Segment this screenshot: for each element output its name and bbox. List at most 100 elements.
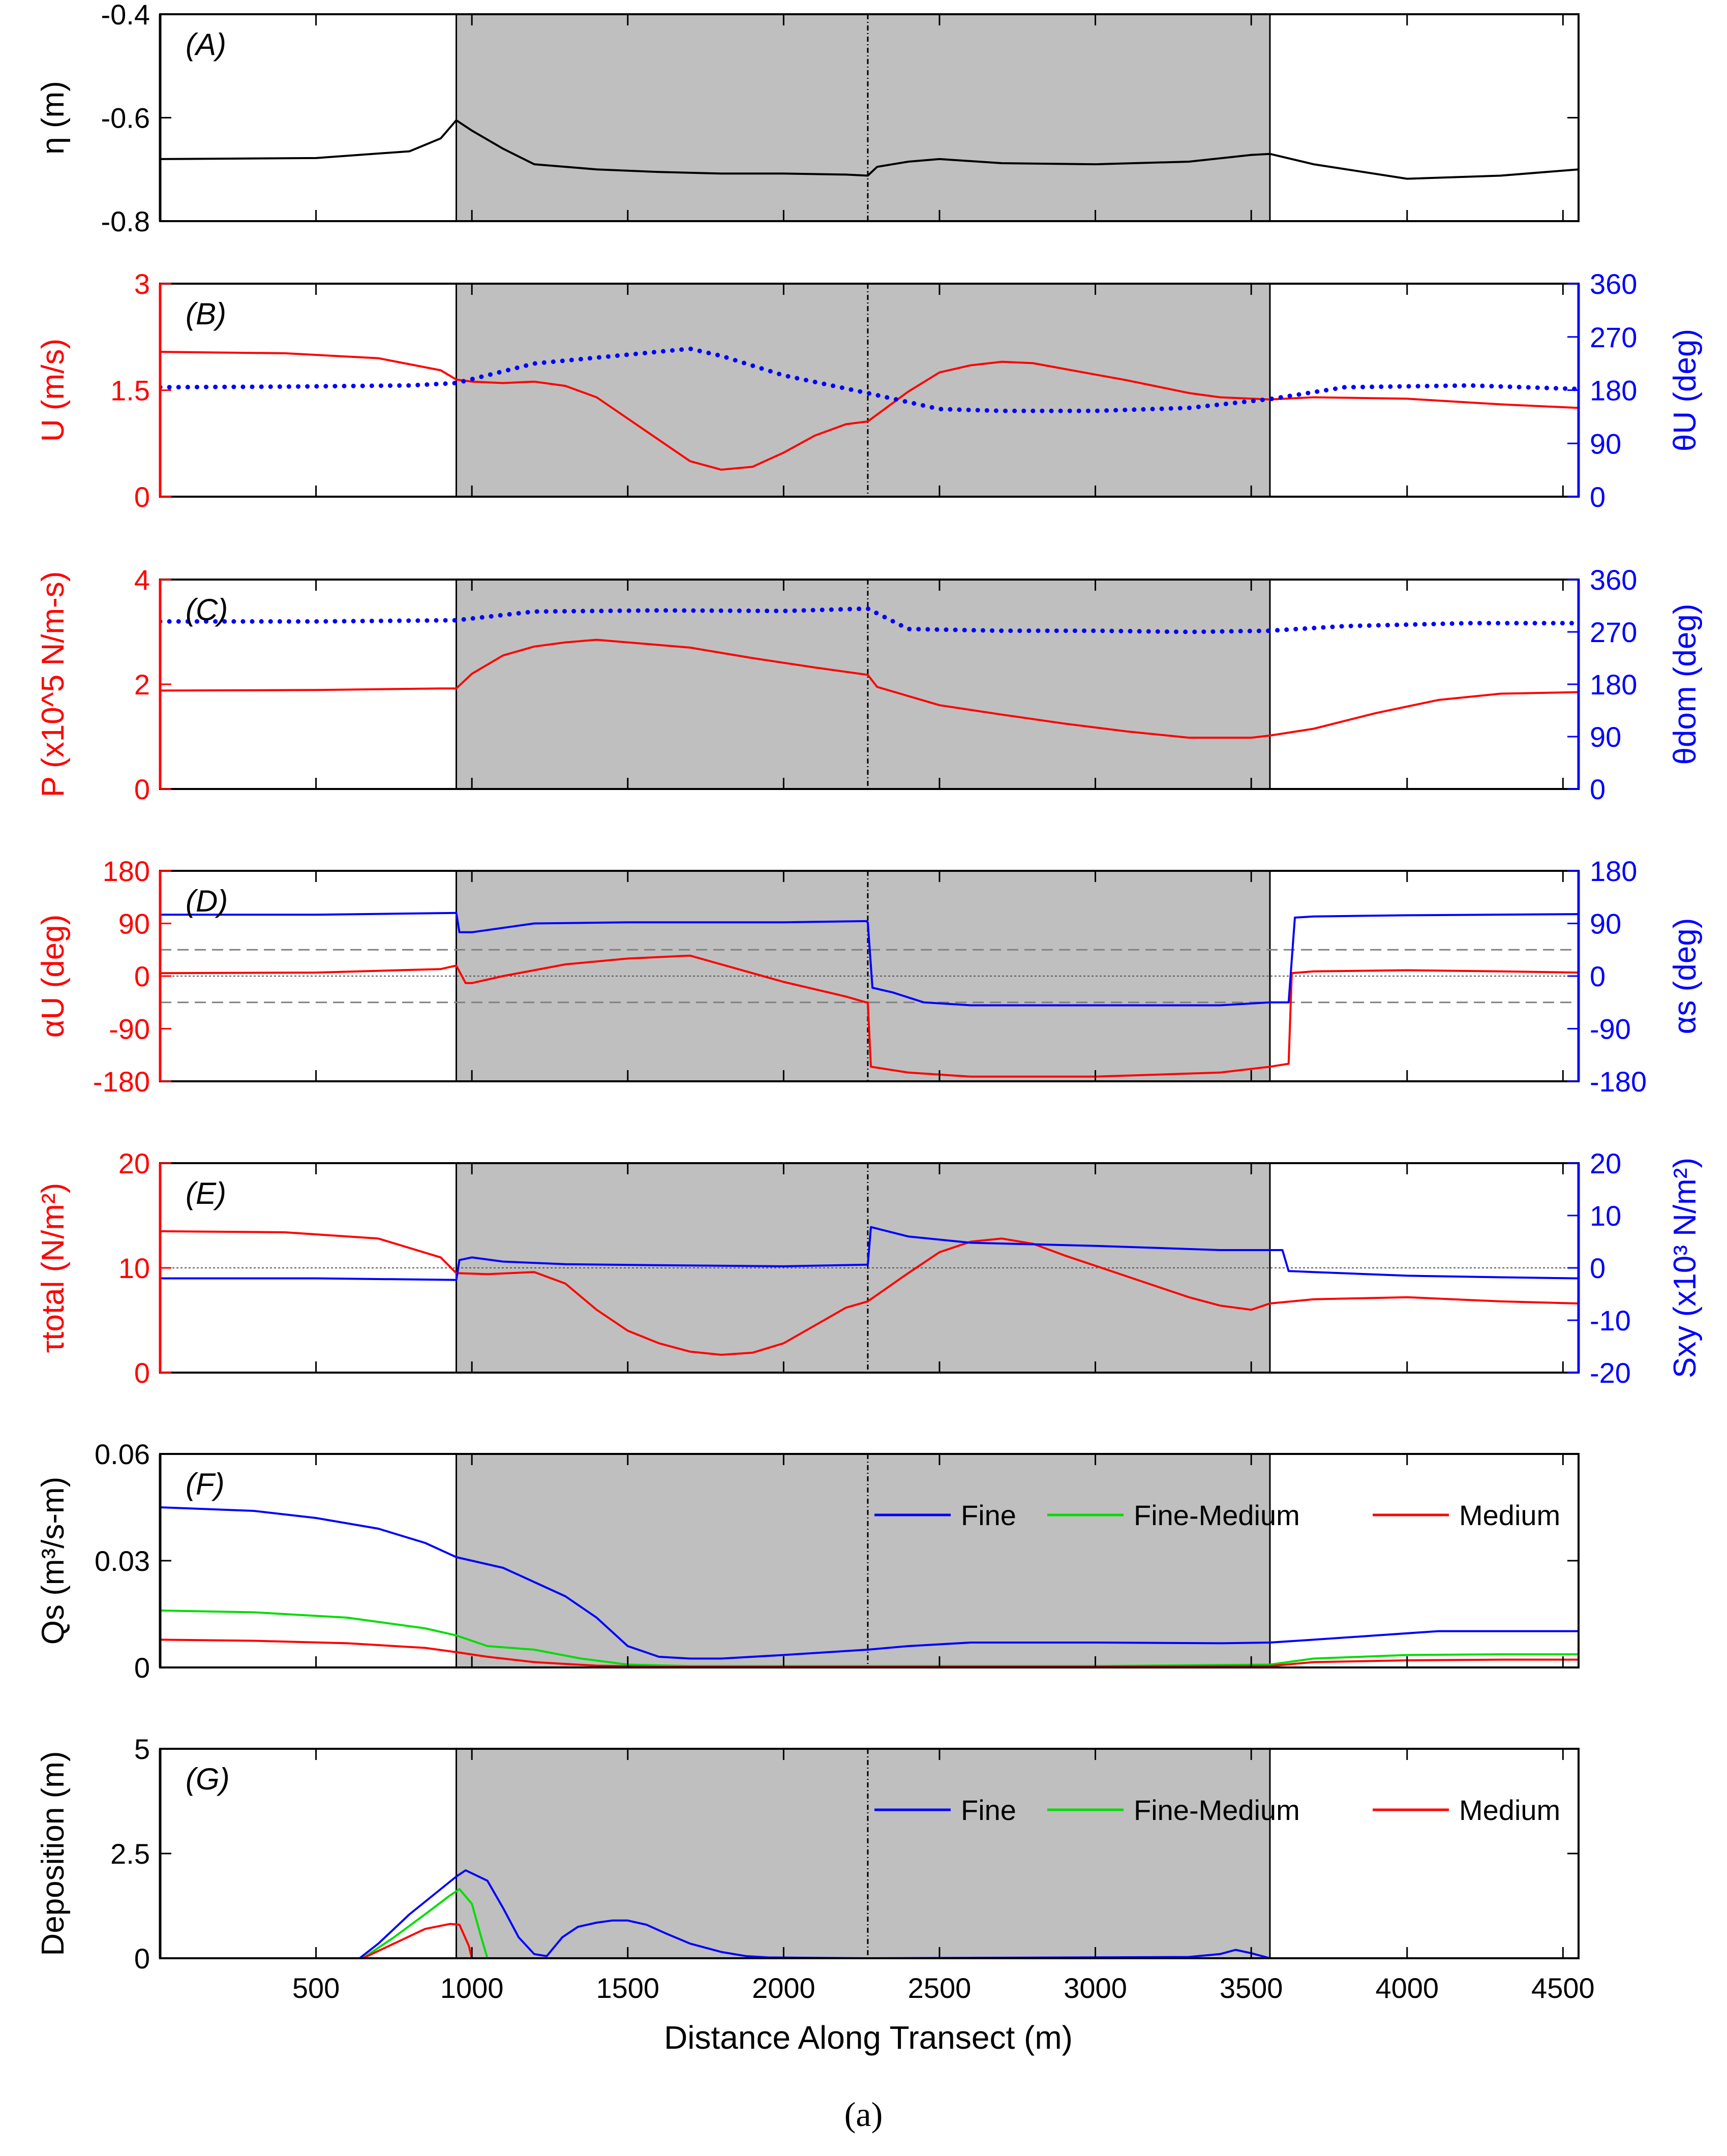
panel-d-right-tick-label: 180 <box>1590 855 1637 887</box>
panel-e-left-tick-label: 10 <box>118 1252 150 1284</box>
panel-e-right-tick-label: 10 <box>1590 1200 1621 1232</box>
panel-g-series-fine-medium <box>160 1888 1579 1958</box>
x-tick-label: 3000 <box>1064 1972 1127 2004</box>
panel-d-series--s <box>160 912 1579 1007</box>
panel-d-left-tick-label: 90 <box>118 908 150 940</box>
panel-d-left-tick-label: 180 <box>103 855 150 887</box>
panel-c-right-tick-label: 270 <box>1590 616 1637 648</box>
panel-e-series-sxy <box>160 1226 1579 1281</box>
panel-g-left-tick-label: 5 <box>134 1733 150 1765</box>
panel-d-right-axis-title: αs (deg) <box>1668 918 1703 1035</box>
panel-e-label: (E) <box>186 1176 226 1210</box>
panel-d-plot-area <box>160 871 1579 1081</box>
panel-c-plot-area <box>160 580 1579 789</box>
panel-d-right-tick-label: 0 <box>1590 960 1605 992</box>
panel-c-series--dom <box>160 606 1579 634</box>
panel-b-right-tick-label: 0 <box>1590 481 1605 513</box>
panel-a-left-tick-label: -0.4 <box>101 0 150 31</box>
panel-a-label: (A) <box>186 27 226 62</box>
panel-e-right-tick-label: 0 <box>1590 1252 1605 1284</box>
panel-b-series-u <box>160 351 1579 471</box>
panel-a-left-tick-label: -0.8 <box>101 205 150 237</box>
panel-d-left-tick-label: 0 <box>134 960 150 992</box>
panel-f-left-tick-label: 0.06 <box>95 1438 150 1470</box>
panel-f-legend-label-1: Fine-Medium <box>1134 1499 1300 1531</box>
panel-e-left-axis-title: τtotal (N/m²) <box>36 1183 71 1353</box>
panel-c-right-tick-label: 180 <box>1590 669 1637 701</box>
panel-g-series-medium <box>160 1923 1579 1958</box>
panel-b-right-tick-label: 90 <box>1590 428 1621 460</box>
panel-b-left-tick-label: 1.5 <box>110 375 150 407</box>
panel-d-label: (D) <box>186 884 228 918</box>
panel-e-right-tick-label: -10 <box>1590 1304 1631 1337</box>
panel-b-right-tick-label: 180 <box>1590 375 1637 407</box>
panel-e-plot-area <box>160 1163 1579 1373</box>
panel-g-left-tick-label: 2.5 <box>110 1838 150 1870</box>
x-axis-title: Distance Along Transect (m) <box>664 2019 1073 2056</box>
panel-c-left-tick-label: 0 <box>134 773 150 805</box>
panel-c-right-tick-label: 360 <box>1590 564 1637 596</box>
panel-f: 0 0.03 0.06 Qs (m³/s-m) (F) Fine Fine-Medium Me… <box>36 1438 1580 1684</box>
panel-f-shaded-region-0 <box>456 1454 1270 1667</box>
x-tick-label: 500 <box>292 1972 340 2004</box>
panel-e-left-tick-label: 20 <box>118 1147 150 1179</box>
panel-c-left-axis-title: P (x10^5 N/m-s) <box>36 571 71 798</box>
panel-f-legend-label-2: Medium <box>1459 1499 1560 1531</box>
panel-e-right-tick-label: -20 <box>1590 1357 1631 1389</box>
panel-a-series-eta <box>160 119 1579 180</box>
panel-b-shaded-region-0 <box>456 284 1270 497</box>
panel-b-right-axis-title: θU (deg) <box>1668 329 1703 451</box>
panel-g-left-tick-label: 0 <box>134 1942 150 1975</box>
panel-e-left-tick-label: 0 <box>134 1357 150 1389</box>
panel-d-shaded-region-0 <box>456 871 1270 1081</box>
x-tick-label: 4000 <box>1375 1972 1439 2004</box>
panel-f-plot-area <box>160 1454 1579 1667</box>
x-tick-label: 1000 <box>440 1972 504 2004</box>
panel-f-legend-label-0: Fine <box>961 1499 1016 1531</box>
x-tick-label: 2500 <box>908 1972 972 2004</box>
panel-c-right-tick-label: 0 <box>1590 773 1605 805</box>
panel-a-plot-area <box>160 14 1579 221</box>
panel-c: 0 2 4 P (x10^5 N/m-s) 0 90 180 270 360 θdom (deg)… <box>36 564 1703 805</box>
x-tick-label: 3500 <box>1220 1972 1283 2004</box>
panel-b: 0 1.5 3 U (m/s) 0 90 180 270 360 θU (deg) (B) <box>36 268 1703 513</box>
panel-b-right-tick-label: 360 <box>1590 268 1637 300</box>
panel-b-left-tick-label: 3 <box>134 268 150 300</box>
panel-b-right-tick-label: 270 <box>1590 321 1637 353</box>
x-tick-label: 2000 <box>752 1972 815 2004</box>
panel-e: 0 10 20 τtotal (N/m²) -20 -10 0 10 20 Sxy (x10³ N… <box>36 1147 1703 1389</box>
panel-d-right-tick-label: -90 <box>1590 1013 1631 1045</box>
panel-d-right-tick-label: 90 <box>1590 908 1621 940</box>
panel-b-plot-area <box>160 284 1579 497</box>
panel-c-left-tick-label: 4 <box>134 564 150 596</box>
panel-d-left-axis-title: αU (deg) <box>36 915 71 1038</box>
panel-c-series-p <box>160 639 1579 739</box>
x-tick-label: 1500 <box>596 1972 659 2004</box>
panel-f-left-axis-title: Qs (m³/s-m) <box>36 1477 71 1645</box>
panel-a-left-axis-title: η (m) <box>36 81 71 155</box>
panel-e-right-axis-title: Sxy (x10³ N/m²) <box>1668 1158 1703 1378</box>
panel-g-label: (G) <box>186 1762 230 1796</box>
figure-caption: (a) <box>844 2095 883 2134</box>
panel-b-left-axis-title: U (m/s) <box>36 339 71 442</box>
panel-a-left-tick-label: -0.6 <box>101 102 150 134</box>
panel-a-shaded-region-0 <box>456 14 1270 221</box>
panel-g: 0 2.5 5 Deposition (m) 500 1000 1500 2000 2500 30… <box>36 1733 1595 2004</box>
panel-d: -180 -90 0 90 180 αU (deg) -180 -90 0 90 180 αs (de… <box>36 855 1703 1098</box>
panel-d-left-tick-label: -90 <box>109 1013 150 1045</box>
panel-c-shaded-region-0 <box>456 580 1270 789</box>
panel-g-left-axis-title: Deposition (m) <box>36 1751 71 1956</box>
panel-b-label: (B) <box>186 297 226 331</box>
panel-g-plot-area <box>160 1749 1579 1958</box>
panel-f-left-tick-label: 0 <box>134 1652 150 1684</box>
panel-d-series--u <box>160 954 1579 1078</box>
x-tick-label: 4500 <box>1531 1972 1595 2004</box>
panel-f-label: (F) <box>186 1467 225 1501</box>
panel-c-label: (C) <box>186 593 228 627</box>
panel-c-right-axis-title: θdom (deg) <box>1668 603 1703 765</box>
panel-g-legend-label-1: Fine-Medium <box>1134 1794 1300 1826</box>
panel-g-legend-label-0: Fine <box>961 1794 1016 1826</box>
panel-c-right-tick-label: 90 <box>1590 721 1621 753</box>
panel-d-right-tick-label: -180 <box>1590 1066 1647 1098</box>
